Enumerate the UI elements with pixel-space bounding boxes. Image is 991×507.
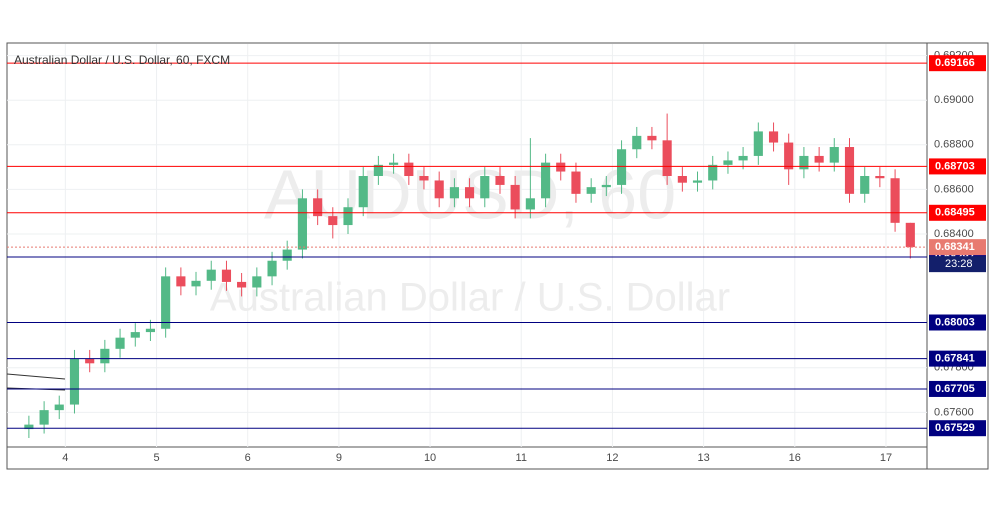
candle-body [753, 131, 763, 156]
watermark-subtitle: Australian Dollar / U.S. Dollar [210, 276, 730, 320]
candle-body [677, 176, 687, 183]
level-label: 0.68003 [935, 316, 975, 328]
candle-body [480, 176, 490, 199]
candle-body [404, 162, 414, 177]
candle-body [130, 332, 140, 338]
candle-body [784, 142, 794, 170]
candle-body [282, 249, 292, 261]
candle-body [115, 337, 125, 349]
candle-body [267, 260, 277, 277]
candle-body [829, 147, 839, 163]
candle-body [297, 198, 307, 250]
x-tick-label: 12 [606, 452, 618, 464]
candle-body [252, 276, 262, 288]
candle-body [373, 164, 383, 177]
x-tick-label: 16 [789, 452, 801, 464]
x-tick-label: 4 [62, 452, 68, 464]
candle-body [738, 155, 748, 161]
candle-body [586, 187, 596, 194]
candle-body [206, 269, 216, 281]
candle-body [799, 155, 809, 170]
candle-body [768, 131, 779, 143]
candle-body [191, 280, 201, 287]
candle-body [100, 348, 110, 364]
x-tick-label: 10 [424, 452, 436, 464]
candle-body [85, 358, 95, 364]
candle-body [176, 276, 186, 287]
level-label: 0.68495 [935, 207, 975, 219]
current-price-label-box [929, 239, 986, 256]
x-tick-label: 9 [336, 452, 342, 464]
candle-body [69, 358, 80, 405]
level-label-box [929, 314, 986, 331]
level-label: 0.67841 [935, 353, 975, 365]
candle-body [328, 216, 338, 226]
level-label-box [929, 420, 986, 437]
candle-body [464, 187, 475, 199]
candle-body [814, 155, 824, 163]
candle-body [616, 149, 627, 185]
x-tick-label: 17 [880, 452, 892, 464]
level-label: 0.68703 [935, 160, 975, 172]
candle-body [541, 162, 551, 199]
candle-body [662, 140, 672, 177]
candle-body [875, 176, 885, 179]
candle-body [495, 176, 505, 185]
candle-body [647, 135, 657, 141]
candle-body [145, 328, 155, 333]
candle-body [434, 180, 444, 199]
candle-body [449, 187, 459, 199]
candle-body [571, 171, 581, 194]
candle-body [844, 147, 855, 194]
level-label-box [929, 158, 986, 175]
x-tick-label: 13 [697, 452, 709, 464]
level-label: 0.67529 [935, 422, 975, 434]
x-tick-label: 11 [516, 452, 527, 464]
candle-body [525, 198, 535, 210]
candle-body [723, 160, 733, 165]
level-label: 0.69166 [935, 57, 975, 69]
level-label-box [929, 350, 986, 367]
candle-body [54, 404, 64, 411]
y-tick-label: 0.69000 [934, 94, 974, 106]
candle-body [510, 184, 520, 210]
x-tick-label: 5 [153, 452, 159, 464]
candle-body [905, 222, 915, 248]
candle-body [313, 198, 323, 217]
candle-body [419, 176, 429, 181]
candle-body [237, 281, 247, 288]
y-tick-label: 0.67600 [934, 406, 974, 418]
candle-body [389, 162, 399, 165]
countdown-box [929, 256, 986, 273]
level-label-box [929, 55, 986, 72]
x-tick-label: 6 [245, 452, 251, 464]
candle-body [343, 207, 353, 226]
chart-title: Australian Dollar / U.S. Dollar, 60, FXC… [14, 53, 230, 67]
trend-line [6, 373, 66, 380]
candle-body [39, 410, 49, 425]
candle-body [890, 178, 900, 223]
level-label-box [929, 380, 986, 397]
candle-body [161, 276, 171, 329]
countdown: 23:28 [945, 258, 973, 270]
current-price-label: 0.68341 [935, 241, 975, 253]
level-label-box [929, 204, 986, 221]
chart-frame [6, 42, 989, 470]
candle-body [556, 162, 566, 172]
candle-body [221, 269, 232, 282]
candle-body [358, 176, 368, 208]
candle-body [708, 164, 718, 181]
candle-body [692, 180, 703, 183]
y-tick-label: 0.68800 [934, 139, 974, 151]
candle-body [601, 184, 611, 188]
level-label: 0.67705 [935, 383, 975, 395]
y-tick-label: 0.68600 [934, 183, 974, 195]
candle-body [632, 135, 642, 150]
candle-body [860, 176, 870, 194]
y-tick-label: 0.68400 [934, 228, 974, 240]
candle-body [24, 424, 34, 430]
